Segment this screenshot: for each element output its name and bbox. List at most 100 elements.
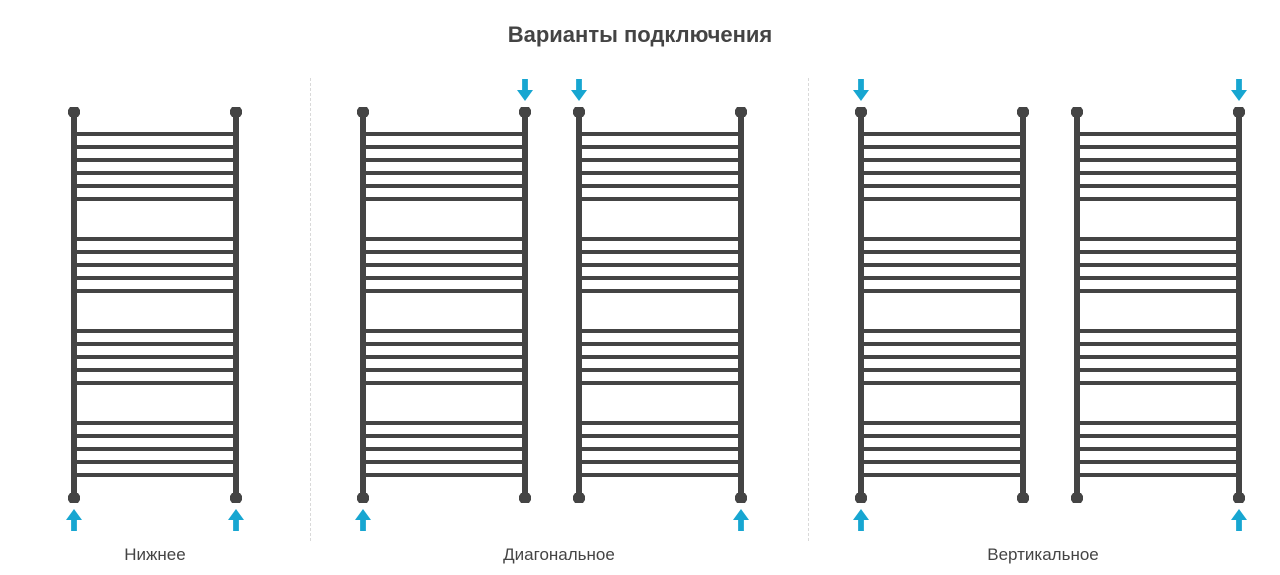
fitting-top-left [68,107,80,117]
radiator-rung [861,447,1023,451]
radiator-rung [579,421,741,425]
fitting-bottom-right [519,493,531,503]
arrow-up-icon [853,509,869,531]
radiator-wrap [1074,116,1242,494]
radiator-rung [1077,197,1239,201]
column-label: Диагональное [310,545,808,565]
radiator-rung [1077,381,1239,385]
arrow-up-icon [355,509,371,531]
radiator-rung [74,421,236,425]
radiator [858,116,1026,494]
radiator-rung [861,434,1023,438]
radiator-rung [861,132,1023,136]
fitting-top-left [1071,107,1083,117]
radiator-rung [1077,368,1239,372]
radiator-rung [579,171,741,175]
radiator-rung [363,355,525,359]
radiator-rung [74,132,236,136]
radiator-rung [363,289,525,293]
radiator [360,116,528,494]
arrow-up-icon [1231,509,1247,531]
radiator-rung [363,145,525,149]
radiator-rung [363,184,525,188]
radiator [1074,116,1242,494]
radiator-rung [1077,473,1239,477]
radiator-rung [861,145,1023,149]
radiator-rung [861,184,1023,188]
column-divider [808,78,809,541]
radiator-rung [861,289,1023,293]
radiator-rung [1077,145,1239,149]
column-label: Нижнее [0,545,310,565]
radiator-rung [363,197,525,201]
fitting-top-left [357,107,369,117]
fitting-top-right [519,107,531,117]
radiator-rung [1077,342,1239,346]
radiator [71,116,239,494]
radiator-rung [861,197,1023,201]
radiator-rung [74,197,236,201]
fitting-top-right [735,107,747,117]
radiator-rung [363,381,525,385]
radiator-rung [579,473,741,477]
arrow-up-icon [228,509,244,531]
radiator-rung [363,473,525,477]
radiator-rung [579,145,741,149]
radiator-rung [861,329,1023,333]
radiator-rung [74,381,236,385]
radiator-rung [861,250,1023,254]
page-title: Варианты подключения [0,22,1280,48]
radiator-rung [74,289,236,293]
radiator-rung [363,342,525,346]
radiator-wrap [71,116,239,494]
fitting-bottom-left [573,493,585,503]
radiator-rung [74,171,236,175]
radiator-rung [861,355,1023,359]
radiator-rung [363,263,525,267]
radiator-rung [363,276,525,280]
radiator-rung [861,473,1023,477]
radiator-rung [579,447,741,451]
radiator-rung [1077,158,1239,162]
radiator-rung [74,447,236,451]
radiator-rung [363,368,525,372]
radiator-rung [861,171,1023,175]
radiator-rung [363,132,525,136]
radiator-rung [363,171,525,175]
radiator-rung [1077,447,1239,451]
radiator-rung [579,434,741,438]
radiator-rung [363,237,525,241]
fitting-top-right [230,107,242,117]
radiator-rung [1077,289,1239,293]
radiator-rung [579,237,741,241]
radiator-rung [579,276,741,280]
radiator-rung [861,158,1023,162]
radiator-rung [1077,460,1239,464]
radiator-rung [579,368,741,372]
radiator-rung [579,158,741,162]
arrow-down-icon [571,79,587,101]
radiator-rung [74,473,236,477]
column-3: Вертикальное [808,78,1278,575]
radiator-rung [579,184,741,188]
column-label: Вертикальное [808,545,1278,565]
radiator-rung [74,342,236,346]
radiator-rung [861,460,1023,464]
radiator-rung [74,460,236,464]
radiator-rung [579,263,741,267]
fitting-top-left [573,107,585,117]
radiator-rung [579,355,741,359]
column-divider [310,78,311,541]
radiator-rung [1077,237,1239,241]
radiator-rung [363,447,525,451]
radiator-rung [579,132,741,136]
radiator-rung [579,329,741,333]
arrow-down-icon [1231,79,1247,101]
columns-container: НижнееДиагональноеВертикальное [0,78,1280,575]
radiator-rung [1077,329,1239,333]
radiator-rung [861,421,1023,425]
radiator-wrap [576,116,744,494]
radiator-rung [861,237,1023,241]
radiator-rung [861,263,1023,267]
radiator-rung [74,329,236,333]
